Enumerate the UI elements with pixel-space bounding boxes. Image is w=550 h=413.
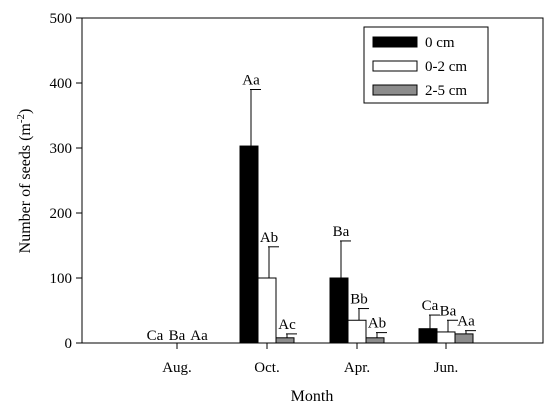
y-tick-label: 0 [65,336,73,352]
x-tick-label: Oct. [254,360,279,376]
significance-label: Ca [422,298,439,314]
significance-label: Ba [169,328,186,344]
y-tick-label: 400 [50,76,73,92]
legend-swatch-0-2cm [372,60,418,72]
significance-label: Bb [350,292,368,308]
bar-2-5cm [454,333,474,344]
plot-area [81,17,544,344]
y-tick-label: 200 [50,206,73,222]
y-tick-label: 300 [50,141,73,157]
significance-label: Ba [440,303,457,319]
significance-label: Ab [368,316,386,332]
significance-label: Ba [333,224,350,240]
bar-0cm [239,145,259,344]
legend: 0 cm 0-2 cm 2-5 cm [363,26,489,104]
significance-label: Ca [147,328,164,344]
legend-label-2-5cm: 2-5 cm [425,83,467,99]
y-axis-title: Number of seeds (m-2) [15,109,34,254]
bar-0-2cm [436,331,456,344]
legend-swatch-2-5cm [372,84,418,96]
y-tick-label: 100 [50,271,73,287]
y-axis: 0 100 200 300 400 500 [50,11,82,352]
legend-swatch-0cm [372,36,418,48]
bar-2-5cm [275,337,295,344]
x-axis: Aug. Oct. Apr. Jun. [162,343,458,376]
bars [239,89,476,344]
x-tick-label: Apr. [344,360,370,376]
plot-border [81,17,544,344]
bar-0cm [329,277,349,344]
legend-label-0cm: 0 cm [425,35,455,51]
significance-label: Aa [242,73,260,89]
bar-0-2cm [347,319,367,344]
x-axis-title: Month [291,388,334,405]
significance-label: Ab [260,230,278,246]
bar-0-2cm [257,277,277,344]
significance-label: Aa [190,328,208,344]
significance-label: Ac [278,317,296,333]
y-tick-label: 500 [50,11,73,27]
x-tick-label: Aug. [162,360,192,376]
bar-0cm [418,328,438,344]
bar-2-5cm [365,337,385,344]
x-tick-label: Jun. [434,360,459,376]
significance-label: Aa [457,314,475,330]
legend-label-0-2cm: 0-2 cm [425,59,467,75]
